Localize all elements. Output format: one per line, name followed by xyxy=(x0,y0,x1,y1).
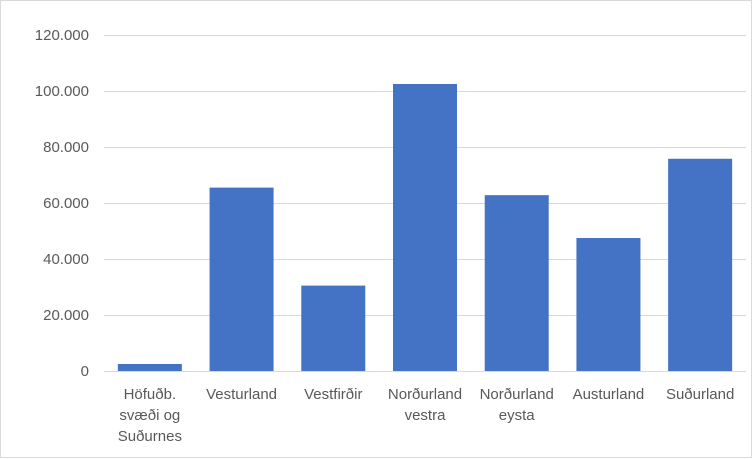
y-axis-tick-labels: 0 20.000 40.000 60.000 80.000 100.000 120.000 xyxy=(35,27,89,380)
x-category-label-line: Austurland xyxy=(573,386,645,403)
x-category-label-line: Suðurnes xyxy=(118,428,182,445)
bar-2 xyxy=(209,187,274,371)
bar-1 xyxy=(117,364,182,371)
bar-5 xyxy=(484,195,549,371)
x-category-label: Norðurland vestra xyxy=(388,386,462,424)
x-category-label-line: Vesturland xyxy=(206,386,277,403)
x-category-label: Höfuðb. svæði og Suðurnes xyxy=(118,386,182,445)
bar-7 xyxy=(668,158,733,371)
bar-3 xyxy=(301,285,366,371)
x-category-label-line: eysta xyxy=(499,407,536,424)
x-category-label-line: Höfuðb. xyxy=(124,386,177,403)
y-tick-label: 0 xyxy=(81,363,89,380)
y-tick-label: 60.000 xyxy=(43,195,89,212)
x-category-label-line: Suðurland xyxy=(666,386,734,403)
x-category-label-line: Norðurland xyxy=(480,386,554,403)
x-category-label-line: vestra xyxy=(405,407,447,424)
y-tick-label: 120.000 xyxy=(35,27,89,44)
x-category-label-line: Norðurland xyxy=(388,386,462,403)
x-category-label: Vesturland xyxy=(206,386,277,403)
x-axis-category-labels: Höfuðb. svæði og Suðurnes Vesturland Vestfir… xyxy=(118,386,735,445)
y-tick-label: 100.000 xyxy=(35,83,89,100)
x-category-label-line: Vestfirðir xyxy=(304,386,362,403)
y-tick-label: 20.000 xyxy=(43,307,89,324)
x-category-label: Suðurland xyxy=(666,386,734,403)
x-category-label: Austurland xyxy=(573,386,645,403)
x-category-label-line: svæði og xyxy=(119,407,180,424)
x-category-label: Vestfirðir xyxy=(304,386,362,403)
bar-6 xyxy=(576,238,641,371)
bar-4 xyxy=(393,84,457,371)
y-tick-label: 40.000 xyxy=(43,251,89,268)
y-tick-label: 80.000 xyxy=(43,139,89,156)
bars xyxy=(117,84,733,371)
x-category-label: Norðurland eysta xyxy=(480,386,554,424)
